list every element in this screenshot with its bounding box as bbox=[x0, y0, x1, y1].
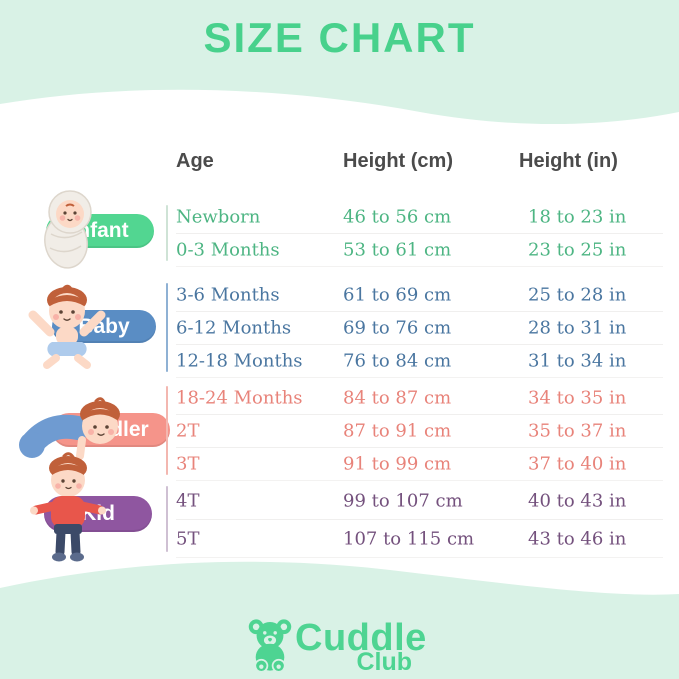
table-row: 3-6 Months 61 to 69 cm 25 to 28 in bbox=[176, 279, 663, 312]
group-rows-baby: 3-6 Months 61 to 69 cm 25 to 28 in 6-12 … bbox=[166, 279, 663, 378]
height-cm-cell: 107 to 115 cm bbox=[343, 528, 475, 549]
height-cm-cell: 46 to 56 cm bbox=[343, 206, 452, 228]
table-row: 6-12 Months 69 to 76 cm 28 to 31 in bbox=[176, 312, 663, 345]
age-cell: 18-24 Months bbox=[176, 387, 303, 409]
height-in-cell: 28 to 31 in bbox=[528, 317, 627, 339]
age-cell: 3-6 Months bbox=[176, 284, 280, 306]
table-row: Newborn 46 to 56 cm 18 to 23 in bbox=[176, 201, 663, 234]
sitting-baby-icon bbox=[28, 284, 106, 369]
age-cell: 3T bbox=[176, 453, 200, 475]
standing-kid-icon bbox=[30, 452, 106, 562]
brand-name-line1: Cuddle bbox=[295, 617, 427, 659]
table-row: 0-3 Months 53 to 61 cm 23 to 25 in bbox=[176, 234, 663, 267]
height-cm-cell: 53 to 61 cm bbox=[343, 239, 452, 261]
age-cell: Newborn bbox=[176, 206, 261, 228]
height-in-cell: 37 to 40 in bbox=[528, 453, 627, 475]
height-cm-cell: 87 to 91 cm bbox=[343, 420, 452, 442]
height-cm-cell: 69 to 76 cm bbox=[343, 317, 452, 339]
table-header-row: Age Height (cm) Height (in) bbox=[0, 150, 679, 178]
crawling-toddler-icon bbox=[19, 397, 120, 460]
table-row: 18-24 Months 84 to 87 cm 34 to 35 in bbox=[176, 382, 663, 415]
height-cm-cell: 91 to 99 cm bbox=[343, 453, 452, 475]
height-cm-cell: 76 to 84 cm bbox=[343, 350, 452, 372]
column-header-age: Age bbox=[176, 150, 214, 172]
group-rows-kid: 4T 99 to 107 cm 40 to 43 in 5T 107 to 11… bbox=[166, 482, 663, 558]
age-cell: 5T bbox=[176, 528, 200, 549]
height-in-cell: 35 to 37 in bbox=[528, 420, 627, 442]
height-in-cell: 23 to 25 in bbox=[528, 239, 627, 261]
column-header-height-cm: Height (cm) bbox=[343, 150, 453, 172]
table-row: 5T 107 to 115 cm 43 to 46 in bbox=[176, 520, 663, 558]
age-cell: 0-3 Months bbox=[176, 239, 280, 261]
table-row: 4T 99 to 107 cm 40 to 43 in bbox=[176, 482, 663, 520]
height-in-cell: 18 to 23 in bbox=[528, 206, 627, 228]
age-cell: 6-12 Months bbox=[176, 317, 292, 339]
brand-name-line2: Club bbox=[356, 648, 412, 676]
age-cell: 2T bbox=[176, 420, 200, 442]
group-rows-infant: Newborn 46 to 56 cm 18 to 23 in 0-3 Mont… bbox=[166, 201, 663, 267]
group-rows-toddler: 18-24 Months 84 to 87 cm 34 to 35 in 2T … bbox=[166, 382, 663, 481]
height-in-cell: 40 to 43 in bbox=[528, 490, 627, 511]
teddy-bear-icon bbox=[248, 619, 292, 673]
height-cm-cell: 84 to 87 cm bbox=[343, 387, 452, 409]
age-cell: 12-18 Months bbox=[176, 350, 303, 372]
height-in-cell: 34 to 35 in bbox=[528, 387, 627, 409]
table-row: 2T 87 to 91 cm 35 to 37 in bbox=[176, 415, 663, 448]
height-cm-cell: 99 to 107 cm bbox=[343, 490, 463, 511]
table-row: 12-18 Months 76 to 84 cm 31 to 34 in bbox=[176, 345, 663, 378]
age-cell: 4T bbox=[176, 490, 200, 511]
page-title: SIZE CHART bbox=[203, 14, 476, 61]
height-in-cell: 31 to 34 in bbox=[528, 350, 627, 372]
swaddled-baby-icon bbox=[44, 190, 92, 269]
table-row: 3T 91 to 99 cm 37 to 40 in bbox=[176, 448, 663, 481]
height-cm-cell: 61 to 69 cm bbox=[343, 284, 452, 306]
column-header-height-in: Height (in) bbox=[519, 150, 618, 172]
height-in-cell: 25 to 28 in bbox=[528, 284, 627, 306]
height-in-cell: 43 to 46 in bbox=[528, 528, 627, 549]
